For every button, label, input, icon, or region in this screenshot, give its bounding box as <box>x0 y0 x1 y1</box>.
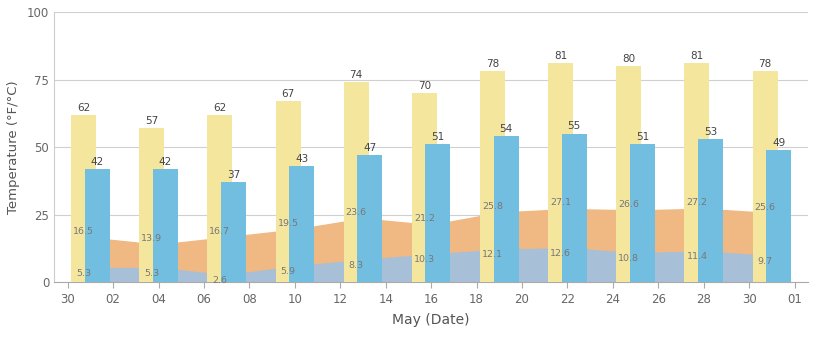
Text: 2.6: 2.6 <box>212 276 227 285</box>
Bar <box>494 136 519 282</box>
Text: 10.3: 10.3 <box>414 255 435 264</box>
Text: 51: 51 <box>432 132 445 142</box>
Text: 43: 43 <box>295 154 308 164</box>
X-axis label: May (Date): May (Date) <box>393 313 470 327</box>
Bar <box>685 63 710 282</box>
Text: 67: 67 <box>281 89 295 99</box>
Bar <box>153 169 178 282</box>
Bar <box>344 82 369 282</box>
Text: 49: 49 <box>772 138 785 148</box>
Text: 10.8: 10.8 <box>618 254 639 263</box>
Bar <box>562 134 587 282</box>
Text: 5.9: 5.9 <box>281 267 295 276</box>
Text: 42: 42 <box>90 157 104 167</box>
Bar <box>139 128 164 282</box>
Text: 62: 62 <box>77 102 90 113</box>
Text: 25.6: 25.6 <box>754 202 776 211</box>
Text: 21.2: 21.2 <box>414 214 435 223</box>
Bar <box>766 150 791 282</box>
Bar <box>276 101 300 282</box>
Bar <box>85 169 110 282</box>
Text: 81: 81 <box>691 51 704 61</box>
Text: 9.7: 9.7 <box>758 257 773 266</box>
Text: 37: 37 <box>227 170 240 180</box>
Text: 5.3: 5.3 <box>76 269 91 278</box>
Text: 8.3: 8.3 <box>349 261 364 270</box>
Text: 54: 54 <box>500 124 513 134</box>
Text: 78: 78 <box>759 59 772 69</box>
Text: 16.7: 16.7 <box>209 227 231 236</box>
Text: 5.3: 5.3 <box>144 269 159 278</box>
Bar <box>698 139 723 282</box>
Text: 78: 78 <box>486 59 499 69</box>
Text: 13.9: 13.9 <box>141 234 162 243</box>
Bar <box>358 155 383 282</box>
Bar <box>208 115 232 282</box>
Text: 12.6: 12.6 <box>550 249 571 258</box>
Text: 27.2: 27.2 <box>686 198 707 207</box>
Text: 16.5: 16.5 <box>73 227 94 236</box>
Text: 23.6: 23.6 <box>345 208 367 217</box>
Text: 47: 47 <box>364 143 377 153</box>
Text: 12.1: 12.1 <box>482 251 503 260</box>
Text: 11.4: 11.4 <box>686 252 707 261</box>
Text: 51: 51 <box>636 132 649 142</box>
Bar <box>548 63 574 282</box>
Text: 80: 80 <box>622 54 636 64</box>
Bar <box>753 71 778 282</box>
Text: 26.6: 26.6 <box>618 200 639 209</box>
Text: 19.5: 19.5 <box>277 219 299 228</box>
Bar <box>71 115 96 282</box>
Bar <box>617 66 642 282</box>
Bar <box>221 182 246 282</box>
Bar <box>412 93 437 282</box>
Text: 57: 57 <box>145 116 159 126</box>
Text: 27.1: 27.1 <box>550 198 571 207</box>
Text: 53: 53 <box>704 127 717 137</box>
Bar <box>289 166 314 282</box>
Text: 70: 70 <box>417 81 431 91</box>
Bar <box>426 144 451 282</box>
Y-axis label: Temperature (°F/°C): Temperature (°F/°C) <box>7 80 20 214</box>
Text: 81: 81 <box>554 51 567 61</box>
Bar <box>480 71 505 282</box>
Text: 25.8: 25.8 <box>482 202 503 211</box>
Text: 62: 62 <box>213 102 227 113</box>
Text: 55: 55 <box>568 122 581 131</box>
Text: 74: 74 <box>349 70 363 80</box>
Bar <box>630 144 655 282</box>
Text: 42: 42 <box>159 157 172 167</box>
